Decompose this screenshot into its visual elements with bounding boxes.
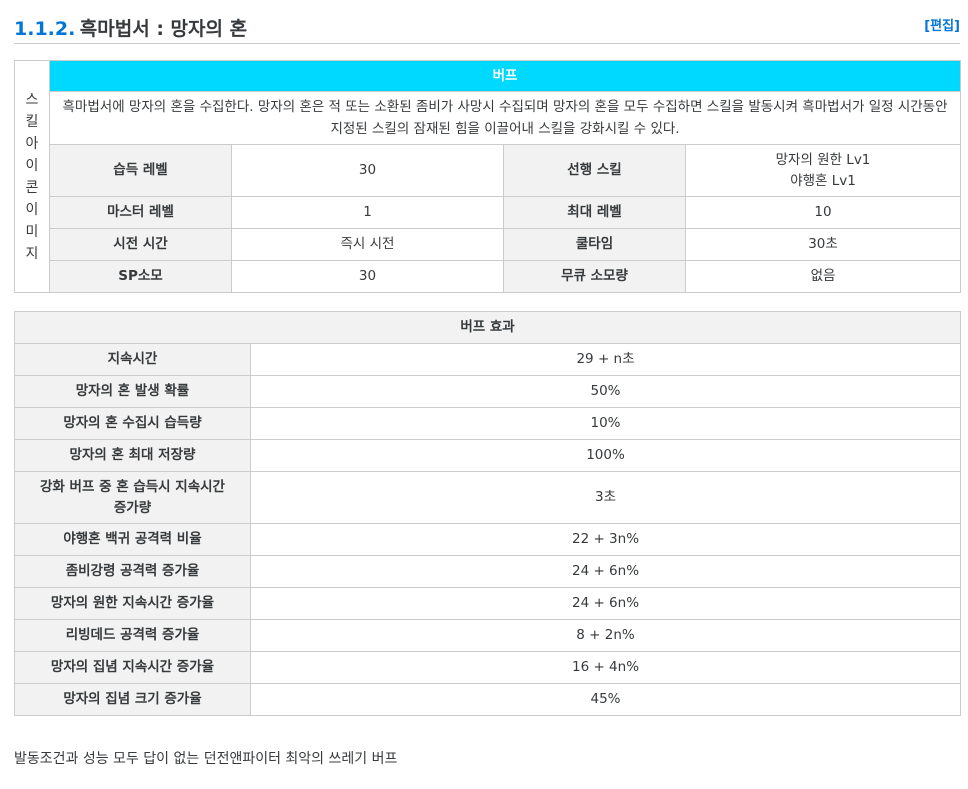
prereq-skill: 망자의 원한 Lv1 — [775, 151, 871, 168]
stat-value: 30 — [231, 260, 504, 293]
prereq-skill: 야행혼 Lv1 — [790, 172, 856, 189]
stat-value: 즉시 시전 — [231, 228, 504, 261]
effect-value: 10% — [249, 407, 962, 440]
icon-alt-char: 이 — [25, 157, 39, 174]
stat-label: 최대 레벨 — [503, 196, 686, 229]
stat-value: 1 — [231, 196, 504, 229]
icon-alt-char: 스 — [25, 91, 39, 108]
edit-link[interactable]: [편집] — [924, 19, 960, 34]
effect-label: 망자의 집념 크기 증가율 — [14, 683, 251, 716]
effect-value: 16 + 4n% — [249, 651, 962, 684]
effect-label: 망자의 혼 수집시 습득량 — [14, 407, 251, 440]
prerequisite-skills: 망자의 원한 Lv1 야행혼 Lv1 — [684, 144, 962, 197]
effect-value: 29 + n초 — [249, 343, 962, 376]
stat-value: 없음 — [684, 260, 962, 293]
effect-value: 22 + 3n% — [249, 523, 962, 556]
effect-label: 강화 버프 중 혼 습득시 지속시간 증가량 — [14, 471, 251, 524]
icon-alt-char: 아 — [25, 135, 39, 152]
stat-value: 30 — [231, 144, 504, 197]
effect-label-line: 강화 버프 중 혼 습득시 지속시간 — [40, 478, 225, 495]
effect-value: 8 + 2n% — [249, 619, 962, 652]
stat-label: 선행 스킬 — [503, 144, 686, 197]
stat-label: SP소모 — [49, 260, 232, 293]
icon-alt-char: 이 — [25, 201, 39, 218]
stat-label: 마스터 레벨 — [49, 196, 232, 229]
effect-label: 지속시간 — [14, 343, 251, 376]
section-heading: 1.1.2. 흑마법서 : 망자의 혼 [편집] — [14, 12, 960, 44]
icon-alt-char: 콘 — [25, 179, 39, 196]
effect-value: 50% — [249, 375, 962, 408]
skill-description: 흑마법서에 망자의 혼을 수집한다. 망자의 혼은 적 또는 소환된 좀비가 사… — [48, 91, 962, 145]
effect-value: 24 + 6n% — [249, 587, 962, 620]
effect-value: 45% — [249, 683, 962, 716]
effect-value: 24 + 6n% — [249, 555, 962, 588]
effect-label: 좀비강령 공격력 증가율 — [14, 555, 251, 588]
stat-label: 시전 시간 — [49, 228, 232, 261]
effect-value: 100% — [249, 439, 962, 472]
effect-label: 망자의 혼 최대 저장량 — [14, 439, 251, 472]
buff-effect-header: 버프 효과 — [13, 311, 962, 344]
effect-value: 3초 — [249, 471, 962, 524]
effect-label: 리빙데드 공격력 증가율 — [14, 619, 251, 652]
buff-effect-table: 버프 효과 지속시간 29 + n초 망자의 혼 발생 확률 50% 망자의 혼 수… — [13, 311, 962, 716]
icon-alt-char: 지 — [25, 245, 39, 262]
section-number[interactable]: 1.1.2. — [14, 18, 76, 40]
stat-label: 무큐 소모량 — [503, 260, 686, 293]
stat-label: 쿨타임 — [503, 228, 686, 261]
section-title: 흑마법서 : 망자의 혼 — [79, 18, 248, 40]
effect-label: 망자의 집념 지속시간 증가율 — [14, 651, 251, 684]
effect-label: 망자의 혼 발생 확률 — [14, 375, 251, 408]
effect-label: 망자의 원한 지속시간 증가율 — [14, 587, 251, 620]
footer-comment: 발동조건과 성능 모두 답이 없는 던전앤파이터 최악의 쓰레기 버프 — [14, 751, 398, 767]
icon-alt-char: 미 — [25, 223, 39, 240]
icon-alt-char: 킬 — [25, 113, 39, 130]
stat-value: 30초 — [684, 228, 962, 261]
effect-label-line: 증가량 — [113, 499, 152, 516]
buff-header: 버프 — [48, 60, 962, 92]
stat-value: 10 — [684, 196, 962, 229]
stat-label: 습득 레벨 — [49, 144, 232, 197]
effect-label: 야행혼 백귀 공격력 비율 — [14, 523, 251, 556]
